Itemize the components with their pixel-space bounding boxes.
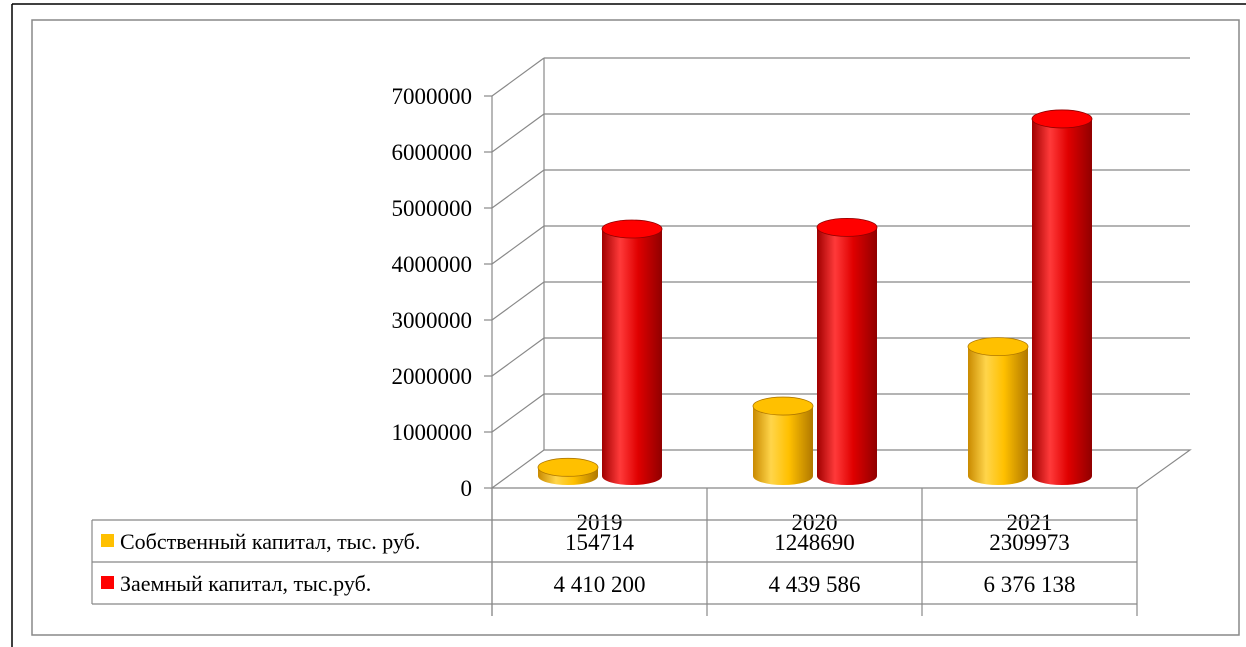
bar-body <box>968 346 1028 485</box>
table-cell-value: 4 410 200 <box>554 572 646 597</box>
table-cell-value: 154714 <box>565 530 635 555</box>
bar-body <box>1032 118 1092 485</box>
legend-label: Заемный капитал, тыс.руб. <box>120 571 371 596</box>
bar-top <box>537 457 599 477</box>
y-tick-label: 3000000 <box>392 308 473 333</box>
table-cell-value: 4 439 586 <box>769 572 861 597</box>
y-tick-label: 0 <box>461 476 473 501</box>
gridline-side <box>491 281 545 321</box>
bar-top <box>816 217 878 237</box>
x-category-label: 2019 <box>577 510 623 535</box>
gridline-side <box>491 169 545 209</box>
x-category-label: 2020 <box>792 510 838 535</box>
bar-equity-2021 <box>967 337 1029 485</box>
data-table: 2019 2020 2021 Собственный капитал, тыс. ру… <box>91 488 1138 616</box>
x-category-label: 2021 <box>1007 510 1053 535</box>
table-cell-value: 6 376 138 <box>984 572 1076 597</box>
gridline-side <box>491 393 545 433</box>
legend-label: Собственный капитал, тыс. руб. <box>120 529 420 554</box>
bar-top <box>601 219 663 239</box>
y-axis: 0 1000000 2000000 3000000 4000000 5000000 6000… <box>392 84 492 501</box>
y-tick-label: 1000000 <box>392 420 473 445</box>
y-tick-label: 5000000 <box>392 196 473 221</box>
y-tick-label: 6000000 <box>392 140 473 165</box>
bar-body <box>602 229 662 485</box>
table-cell-value: 1248690 <box>774 530 855 555</box>
gridline-side <box>491 113 545 153</box>
y-tick-label: 7000000 <box>392 84 473 109</box>
bar-top <box>752 396 814 416</box>
legend-swatch <box>101 576 114 589</box>
bars <box>537 109 1093 485</box>
legend-swatch <box>101 534 114 547</box>
y-tick-label: 2000000 <box>392 364 473 389</box>
bar-top <box>967 337 1029 357</box>
bar-body <box>753 406 813 485</box>
y-tick-label: 4000000 <box>392 252 473 277</box>
gridline-side <box>491 225 545 265</box>
bar-debt-2021 <box>1031 109 1093 485</box>
bar-debt-2020 <box>816 217 878 485</box>
bar-equity-2019 <box>537 457 599 485</box>
gridline-side <box>491 337 545 377</box>
gridline-side <box>491 57 545 97</box>
table-cell-value: 2309973 <box>989 530 1070 555</box>
bar-debt-2019 <box>601 219 663 485</box>
bar-top <box>1031 109 1093 129</box>
bar-body <box>817 227 877 485</box>
bar-equity-2020 <box>752 396 814 485</box>
